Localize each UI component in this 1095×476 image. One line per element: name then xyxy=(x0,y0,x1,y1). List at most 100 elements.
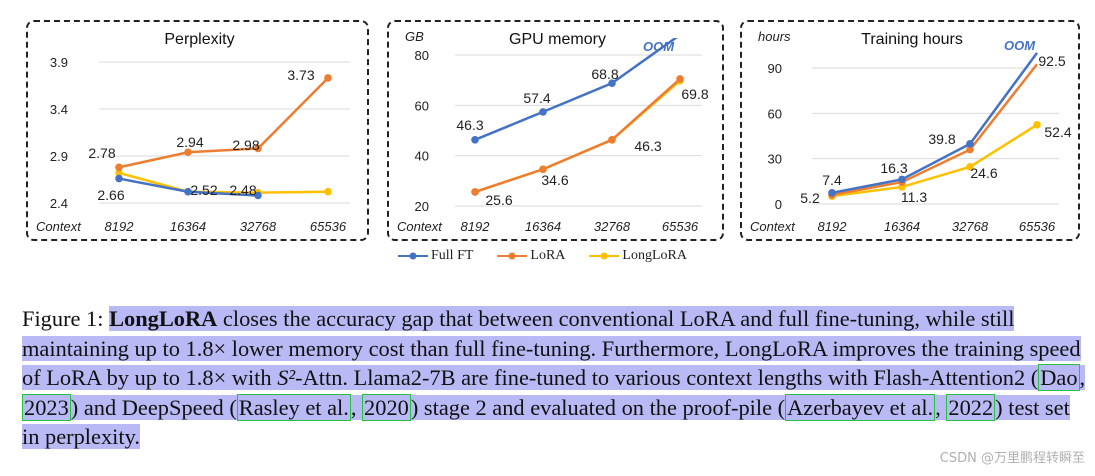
x-tick-label: 16364 xyxy=(525,219,561,234)
data-label: 2.94 xyxy=(176,134,203,150)
series-full-ft xyxy=(471,38,678,144)
y-tick-label: 90 xyxy=(768,61,782,76)
data-point xyxy=(254,144,262,153)
legend-item-lora: LoRA xyxy=(497,248,565,264)
gpu-memory-chart-panel: 20 40 60 80 GPU memory GB Context 8192 16364 3276… xyxy=(387,20,724,241)
data-point xyxy=(115,169,123,177)
data-label: 16.3 xyxy=(880,160,907,176)
y-tick-label: 3.4 xyxy=(50,102,68,117)
data-label: 3.73 xyxy=(287,67,314,83)
citation-rasley-year[interactable]: 2020 xyxy=(362,393,411,421)
x-tick-label: 65536 xyxy=(310,219,347,234)
data-label: 39.8 xyxy=(928,131,955,147)
data-point xyxy=(471,188,479,196)
oom-label: OOM xyxy=(643,39,675,54)
data-point xyxy=(324,74,332,82)
data-label: 57.4 xyxy=(523,90,550,106)
x-axis-label: Context xyxy=(397,219,443,234)
data-point xyxy=(1033,121,1041,129)
x-tick-label: 32768 xyxy=(952,219,989,234)
series-line xyxy=(118,171,329,194)
caption-bold-method: LongLoRA xyxy=(109,306,218,331)
data-label: 11.3 xyxy=(901,189,927,205)
data-label: 2.52 xyxy=(190,182,217,198)
chart-legend: Full FT LoRA LongLoRA xyxy=(398,246,711,266)
caption-text-5: ) test set in perplexity. xyxy=(22,394,1070,450)
x-tick-label: 65536 xyxy=(662,219,699,234)
citation-azerbayev-year[interactable]: 2022 xyxy=(946,393,996,421)
data-label: 34.6 xyxy=(541,172,568,188)
legend-item-longlora: LongLoRA xyxy=(589,248,687,264)
y-tick-label: 40 xyxy=(415,149,429,164)
y-tick-label: 30 xyxy=(768,152,782,167)
series-line xyxy=(118,77,329,169)
citation-rasley[interactable]: Rasley et al. xyxy=(236,393,351,421)
data-point xyxy=(471,136,479,144)
data-label: 24.6 xyxy=(970,165,997,181)
series-line xyxy=(831,52,1039,195)
oom-label: OOM xyxy=(1004,38,1036,53)
y-tick-label: 60 xyxy=(768,106,782,121)
data-point xyxy=(539,165,547,174)
figure-caption: Figure 1: LongLoRA closes the accuracy g… xyxy=(22,304,1090,452)
y-tick-label: 3.9 xyxy=(50,55,68,70)
citation-dao[interactable]: Dao xyxy=(1038,364,1080,392)
caption-text-2: -Attn. Llama2-7B are fine-tuned to vario… xyxy=(295,365,1039,391)
caption-text-3: ) and DeepSpeed ( xyxy=(70,394,237,420)
data-label: 2.66 xyxy=(97,187,124,203)
x-tick-label: 32768 xyxy=(240,219,277,234)
x-tick-label: 8192 xyxy=(818,219,848,234)
legend-marker-longlora xyxy=(589,252,620,260)
data-label: 2.48 xyxy=(229,182,256,198)
watermark: CSDN @万里鹏程转瞬至 xyxy=(939,451,1085,466)
citation-azerbayev[interactable]: Azerbayev et al. xyxy=(785,393,936,421)
x-tick-label: 65536 xyxy=(1019,219,1056,234)
y-tick-label: 20 xyxy=(415,199,429,214)
citation-dao-year[interactable]: 2023 xyxy=(22,393,71,421)
data-point xyxy=(676,75,684,83)
x-axis-label: Context xyxy=(36,219,82,234)
data-point xyxy=(254,191,262,200)
data-point xyxy=(608,79,616,87)
data-point xyxy=(184,187,192,196)
data-point xyxy=(115,163,123,172)
caption-math-s2: S² xyxy=(277,365,296,391)
data-point xyxy=(608,136,616,144)
data-point xyxy=(828,189,836,197)
y-axis-unit-label: GB xyxy=(405,29,424,44)
data-point xyxy=(539,108,547,116)
legend-label-lora: LoRA xyxy=(530,248,566,263)
y-tick-label: 60 xyxy=(415,98,429,113)
training-hours-chart-panel: 0 30 60 90 Training hours hours Context 8192 163… xyxy=(740,20,1080,241)
series-lora xyxy=(471,75,684,196)
caption-highlight: LongLoRA closes the accuracy gap that be… xyxy=(22,306,1086,450)
data-label: 52.4 xyxy=(1044,124,1071,140)
chart-svg-2: 0 30 60 90 Training hours hours Context 8192 163… xyxy=(750,29,1072,234)
series-full-ft xyxy=(828,52,1039,197)
series-full-ft xyxy=(115,174,262,200)
x-tick-label: 16364 xyxy=(884,219,920,234)
caption-sep-2: , xyxy=(350,394,363,420)
chart-title: Training hours xyxy=(861,31,963,48)
x-tick-label: 32768 xyxy=(594,219,631,234)
y-axis-unit-label: hours xyxy=(758,29,791,44)
data-label: 7.4 xyxy=(822,172,842,188)
chart-svg-0: 2.4 2.9 3.4 3.9 Perplexity Context 8192 16364 32… xyxy=(36,31,350,234)
y-tick-label: 0 xyxy=(775,197,782,212)
data-label: 69.8 xyxy=(681,86,708,102)
x-axis-label: Context xyxy=(750,219,796,234)
chart-svg-1: 20 40 60 80 GPU memory GB Context 8192 16364 3276… xyxy=(397,29,709,234)
series-longlora xyxy=(471,76,684,196)
data-point xyxy=(966,145,974,154)
chart-title: GPU memory xyxy=(509,31,606,48)
data-label: 2.98 xyxy=(232,137,259,153)
chart-title: Perplexity xyxy=(164,31,234,48)
series-line xyxy=(474,77,681,194)
data-label: 92.5 xyxy=(1038,53,1065,69)
data-point xyxy=(898,175,906,184)
data-label: 46.3 xyxy=(456,117,483,133)
y-tick-label: 2.9 xyxy=(50,149,68,164)
data-label: 68.8 xyxy=(591,66,618,82)
legend-item-full-ft: Full FT xyxy=(398,248,473,264)
y-tick-label: 2.4 xyxy=(50,196,68,211)
